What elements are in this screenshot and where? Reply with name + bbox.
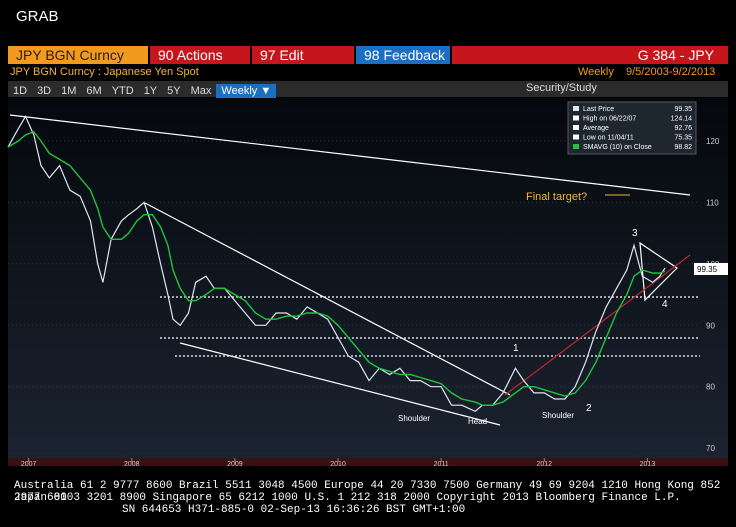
security-field[interactable]: JPY BGN Curncy <box>8 46 148 64</box>
x-tick-label: 2010 <box>330 461 346 468</box>
frequency: Weekly <box>578 66 614 78</box>
legend-label: Low on 11/04/11 <box>583 135 634 142</box>
y-tick-label: 120 <box>706 137 720 146</box>
legend-label: Last Price <box>583 106 614 113</box>
annotation: 4 <box>662 299 668 310</box>
y-tick-label: 90 <box>706 321 715 330</box>
annotation: 3 <box>632 228 638 239</box>
trend-line <box>179 342 501 426</box>
legend-value: 124.14 <box>671 116 693 123</box>
x-tick-label: 2008 <box>124 461 140 468</box>
tab[interactable]: 1D <box>13 85 28 97</box>
legend-swatch <box>573 106 579 111</box>
tab[interactable]: 1M <box>61 85 77 97</box>
legend-value: 92.76 <box>674 125 692 132</box>
triangle <box>639 241 678 302</box>
tab[interactable]: 5Y <box>167 85 181 97</box>
x-tick-label: 2007 <box>21 461 37 468</box>
legend-swatch <box>573 134 579 140</box>
legend-box <box>567 101 697 155</box>
date-range: 9/5/2003-9/2/2013 <box>626 66 716 78</box>
legend-label: Average <box>583 125 609 132</box>
x-tick-label: 2009 <box>227 461 243 468</box>
footer-line: SN 644653 H371-885-0 02-Sep-13 16:36:26 … <box>122 504 466 516</box>
description: JPY BGN Curncy : Japanese Yen Spot <box>10 66 199 78</box>
y-tick-label: 110 <box>706 198 719 207</box>
trend-lines <box>9 114 700 426</box>
annotation: Shoulder <box>542 411 574 420</box>
legend-label: SMAVG (10) on Close <box>583 144 652 151</box>
trend-line <box>9 114 691 196</box>
series-line <box>7 130 666 406</box>
legend-label: High on 06/22/07 <box>583 116 636 123</box>
annotation: 1 <box>513 343 519 354</box>
legend-swatch <box>573 125 579 130</box>
y-tick-label: 80 <box>706 383 715 392</box>
footer-line: Japan 81 3 3201 8900 Singapore 65 6212 1… <box>14 492 681 504</box>
legend-value: 99.35 <box>674 106 692 113</box>
annotation: 2 <box>586 403 592 414</box>
tab[interactable]: 3D <box>37 85 52 97</box>
plot-area <box>8 98 728 458</box>
page-code: G 384 - JPY <box>452 46 728 64</box>
tab[interactable]: 6M <box>86 85 102 97</box>
tab[interactable]: 1Y <box>143 85 158 97</box>
tab[interactable]: Weekly ▼ <box>216 84 277 99</box>
target-line <box>504 254 691 396</box>
last-price-label: 99.35 <box>697 265 718 274</box>
tab[interactable]: YTD <box>111 85 134 97</box>
legend-swatch <box>573 144 579 149</box>
window-title: GRAB <box>16 8 59 25</box>
tab[interactable]: Max <box>190 85 212 97</box>
last-price-tag <box>694 263 728 275</box>
x-tick-label: 2011 <box>434 461 449 468</box>
feedback-button[interactable]: 98 Feedback <box>356 46 450 64</box>
x-tick-label: 2013 <box>640 461 656 468</box>
legend-value: 75.35 <box>674 135 692 142</box>
x-tick-label: 2012 <box>537 461 553 468</box>
security-study[interactable]: Security/Study <box>526 82 597 94</box>
time-strip <box>8 458 728 466</box>
trend-line <box>144 202 511 396</box>
tab-bar: 1D 3D 1M 6M YTD 1Y 5Y Max Weekly ▼ <box>8 81 728 99</box>
annotation: Head <box>468 417 487 426</box>
legend-value: 98.82 <box>674 144 692 151</box>
actions-button[interactable]: 90 Actions <box>150 46 250 64</box>
legend-swatch <box>573 115 579 121</box>
edit-button[interactable]: 97 Edit <box>252 46 354 64</box>
footer-line: Australia 61 2 9777 8600 Brazil 5511 304… <box>14 480 721 504</box>
annotation: Final target? <box>526 191 587 203</box>
annotation: Shoulder <box>398 414 430 423</box>
y-tick-label: 70 <box>706 444 715 453</box>
